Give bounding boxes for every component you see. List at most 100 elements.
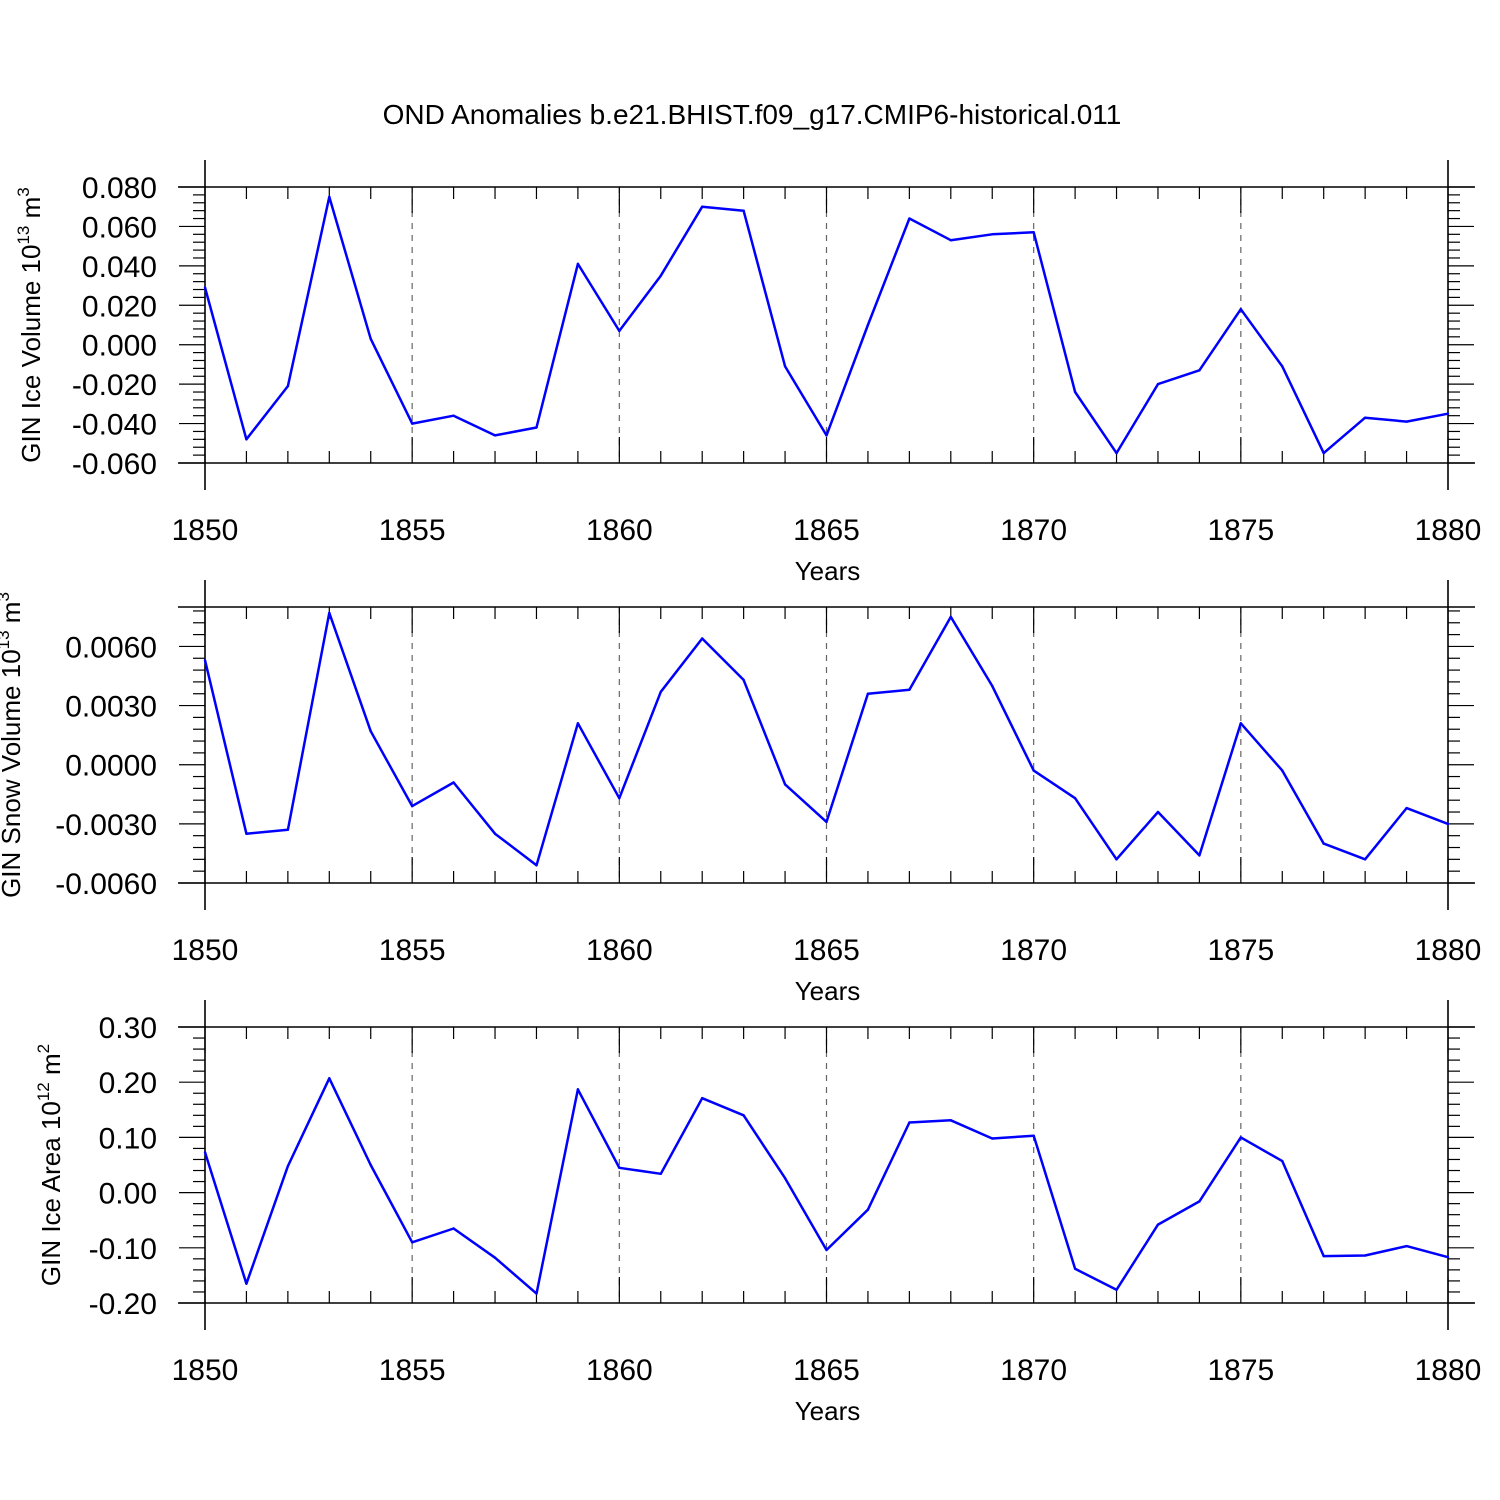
data-point xyxy=(1115,858,1118,861)
x-tick-label: 1865 xyxy=(793,1354,860,1387)
data-point xyxy=(866,1208,870,1211)
data-point xyxy=(1405,1244,1408,1248)
y-axis-title-text: GIN Snow Volume 10 xyxy=(0,649,26,898)
data-point xyxy=(452,414,455,417)
data-point xyxy=(908,1121,911,1124)
data-point xyxy=(245,1282,248,1285)
data-point xyxy=(1115,451,1118,455)
y-axis-title: GIN Ice Volume 1013 m3 xyxy=(14,187,46,463)
data-point xyxy=(701,205,704,208)
data-point xyxy=(1281,1159,1284,1163)
data-point xyxy=(410,422,414,425)
x-tick-label: 1855 xyxy=(379,514,446,547)
y-tick-label: 0.040 xyxy=(82,251,157,284)
data-point xyxy=(742,1114,745,1117)
y-axis-title-exponent: 12 xyxy=(34,1082,53,1101)
data-point xyxy=(286,828,290,831)
data-point xyxy=(1363,858,1367,861)
data-point xyxy=(1446,412,1450,415)
y-axis-title: GIN Ice Area 1012 m2 xyxy=(34,1044,66,1286)
data-point xyxy=(1322,451,1325,455)
y-axis-title-unit: m xyxy=(36,1053,66,1082)
y-tick-label: 0.30 xyxy=(99,1012,157,1045)
y-axis-title-exponent: 13 xyxy=(14,226,33,245)
data-point xyxy=(1446,822,1450,826)
data-point xyxy=(618,797,621,800)
data-point xyxy=(1405,420,1408,423)
y-tick-label: -0.020 xyxy=(72,369,157,402)
data-point xyxy=(949,239,952,242)
x-axis-title: Years xyxy=(795,976,861,1006)
data-point xyxy=(991,233,994,236)
data-point xyxy=(742,209,745,212)
data-point xyxy=(1239,308,1243,311)
data-point xyxy=(410,1241,414,1244)
data-point xyxy=(576,262,580,266)
data-point xyxy=(286,384,290,388)
data-point xyxy=(659,690,662,693)
y-axis-title-unit-exponent: 3 xyxy=(14,187,33,196)
data-point xyxy=(701,1097,704,1100)
data-point xyxy=(286,1164,290,1168)
x-tick-label: 1865 xyxy=(793,934,860,967)
data-point xyxy=(576,1088,580,1091)
data-point xyxy=(783,1177,787,1180)
data-point xyxy=(991,1137,994,1140)
y-axis-title-text: GIN Ice Volume 10 xyxy=(16,245,46,463)
x-tick-label: 1865 xyxy=(793,514,860,547)
data-point xyxy=(535,1292,538,1295)
y-axis-title-exponent: 13 xyxy=(0,630,13,649)
data-point xyxy=(203,659,207,662)
x-tick-label: 1875 xyxy=(1207,1354,1274,1387)
data-point xyxy=(1363,416,1367,419)
y-tick-label: -0.0060 xyxy=(55,868,157,901)
x-tick-label: 1855 xyxy=(379,934,446,967)
data-point xyxy=(659,1172,662,1176)
x-tick-label: 1860 xyxy=(586,514,653,547)
data-point xyxy=(1198,369,1201,372)
data-point xyxy=(825,820,828,824)
data-point xyxy=(328,1077,331,1080)
data-point xyxy=(1363,1254,1367,1257)
y-axis-title-unit-exponent: 2 xyxy=(34,1044,53,1053)
x-tick-label: 1860 xyxy=(586,1354,653,1387)
data-point xyxy=(452,1227,455,1230)
data-point xyxy=(1198,854,1201,857)
y-tick-label: 0.00 xyxy=(99,1178,157,1211)
x-tick-label: 1870 xyxy=(1000,514,1067,547)
data-point xyxy=(369,730,372,733)
data-point xyxy=(245,832,248,835)
data-point xyxy=(576,722,580,725)
data-point xyxy=(328,195,331,199)
x-tick-label: 1855 xyxy=(379,1354,446,1387)
data-point xyxy=(949,1119,952,1122)
data-point xyxy=(1405,806,1408,810)
y-tick-label: -0.10 xyxy=(89,1233,157,1266)
y-tick-label: 0.0030 xyxy=(65,691,157,724)
y-tick-label: 0.10 xyxy=(99,1122,157,1155)
y-axis-title-unit: m xyxy=(16,197,46,226)
data-point xyxy=(1115,1288,1118,1291)
data-point xyxy=(866,323,870,327)
data-point xyxy=(1239,1136,1243,1139)
x-tick-label: 1875 xyxy=(1207,934,1274,967)
data-point xyxy=(1032,231,1035,234)
data-point xyxy=(908,217,911,220)
panel-1: 1850 1855 1860 1865 1870 1875 1880 -0.060 -0.040… xyxy=(14,160,1481,586)
data-point xyxy=(1073,797,1077,800)
data-point xyxy=(618,329,621,333)
y-tick-label: 0.20 xyxy=(99,1067,157,1100)
x-tick-label: 1850 xyxy=(172,1354,239,1387)
y-tick-label: 0.080 xyxy=(82,172,157,205)
data-point xyxy=(245,438,248,441)
data-point xyxy=(1239,722,1243,725)
data-point xyxy=(1073,390,1077,394)
y-axis-title: GIN Snow Volume 1013 m3 xyxy=(0,592,26,898)
data-point xyxy=(1032,1134,1035,1137)
data-point xyxy=(783,365,787,368)
y-tick-label: 0.020 xyxy=(82,290,157,323)
panel-2: 1850 1855 1860 1865 1870 1875 1880 -0.0060 -0.00… xyxy=(0,580,1481,1006)
y-tick-label: -0.060 xyxy=(72,448,157,481)
y-axis-title-unit: m xyxy=(0,602,26,631)
